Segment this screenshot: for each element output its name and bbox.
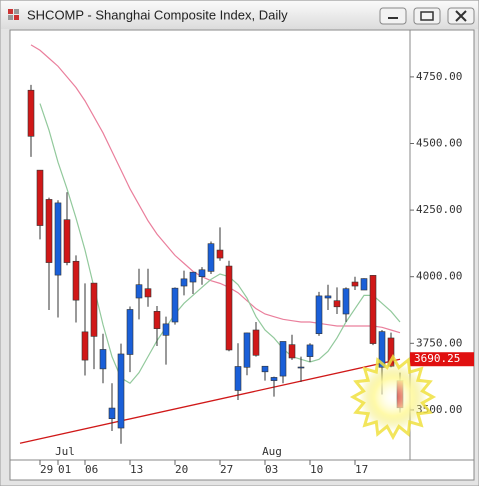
- maximize-button[interactable]: [413, 7, 441, 25]
- last-price-label: 3690.25: [414, 352, 460, 365]
- candle-body: [90, 282, 98, 337]
- moving-average: [39, 103, 401, 385]
- candle-body: [342, 288, 350, 315]
- candle-body: [315, 295, 323, 335]
- candle-body: [360, 278, 368, 291]
- candle-body: [216, 249, 224, 259]
- month-label: Jul: [55, 445, 75, 458]
- candle-body: [117, 353, 125, 429]
- candle-body: [207, 243, 215, 272]
- candle-body: [189, 271, 197, 283]
- candle-body: [162, 323, 170, 336]
- candle-body: [45, 199, 53, 263]
- candle-body: [27, 89, 35, 137]
- x-tick-label: 01: [58, 463, 71, 476]
- y-tick-label: 4500.00: [416, 136, 462, 149]
- candle-body: [180, 278, 188, 287]
- candle-body: [324, 295, 332, 299]
- x-tick-label: 27: [220, 463, 233, 476]
- x-tick-label: 13: [130, 463, 143, 476]
- close-button[interactable]: [447, 7, 475, 25]
- highlight-burst: [349, 353, 437, 441]
- moving-average: [30, 44, 401, 334]
- candle-body: [81, 331, 89, 361]
- x-tick-label: 29: [40, 463, 53, 476]
- candle-body: [333, 300, 341, 308]
- candle-body: [288, 344, 296, 359]
- trendline: [19, 358, 401, 444]
- candle-body: [306, 344, 314, 357]
- candle-body: [144, 288, 152, 298]
- plot-area: 3500.003750.004000.004250.004500.004750.…: [19, 44, 474, 476]
- candle-body: [369, 275, 377, 344]
- candle-body: [351, 281, 359, 287]
- app-icon: [8, 9, 19, 20]
- candle-body: [171, 287, 179, 323]
- candle-body: [135, 284, 143, 299]
- candle-body: [36, 169, 44, 226]
- x-tick-label: 10: [310, 463, 323, 476]
- candle-body: [279, 341, 287, 377]
- y-tick-label: 4000.00: [416, 270, 462, 283]
- candle-body: [126, 309, 134, 355]
- candle-body: [198, 269, 206, 278]
- x-tick-label: 20: [175, 463, 188, 476]
- candle-body: [54, 202, 62, 276]
- candle-body: [108, 407, 116, 420]
- y-tick-label: 4250.00: [416, 203, 462, 216]
- candle-body: [261, 365, 269, 373]
- candle-body: [270, 377, 278, 381]
- window-title: SHCOMP - Shanghai Composite Index, Daily: [27, 7, 288, 22]
- candle-body: [297, 366, 305, 369]
- candle-body: [72, 260, 80, 301]
- minimize-button[interactable]: [379, 7, 407, 25]
- last-price-box: [410, 352, 474, 367]
- y-tick-label: 3750.00: [416, 336, 462, 349]
- candle-body: [243, 332, 251, 368]
- x-tick-label: 03: [265, 463, 278, 476]
- candle-body: [63, 219, 71, 263]
- candle-body: [99, 349, 107, 370]
- candle-body: [234, 366, 242, 391]
- candle-body: [153, 311, 161, 329]
- y-tick-label: 4750.00: [416, 70, 462, 83]
- highlight-glow: [359, 363, 427, 431]
- x-tick-label: 06: [85, 463, 98, 476]
- candle-body: [252, 329, 260, 356]
- month-label: Aug: [262, 445, 282, 458]
- candle-body: [225, 265, 233, 351]
- x-tick-label: 17: [355, 463, 368, 476]
